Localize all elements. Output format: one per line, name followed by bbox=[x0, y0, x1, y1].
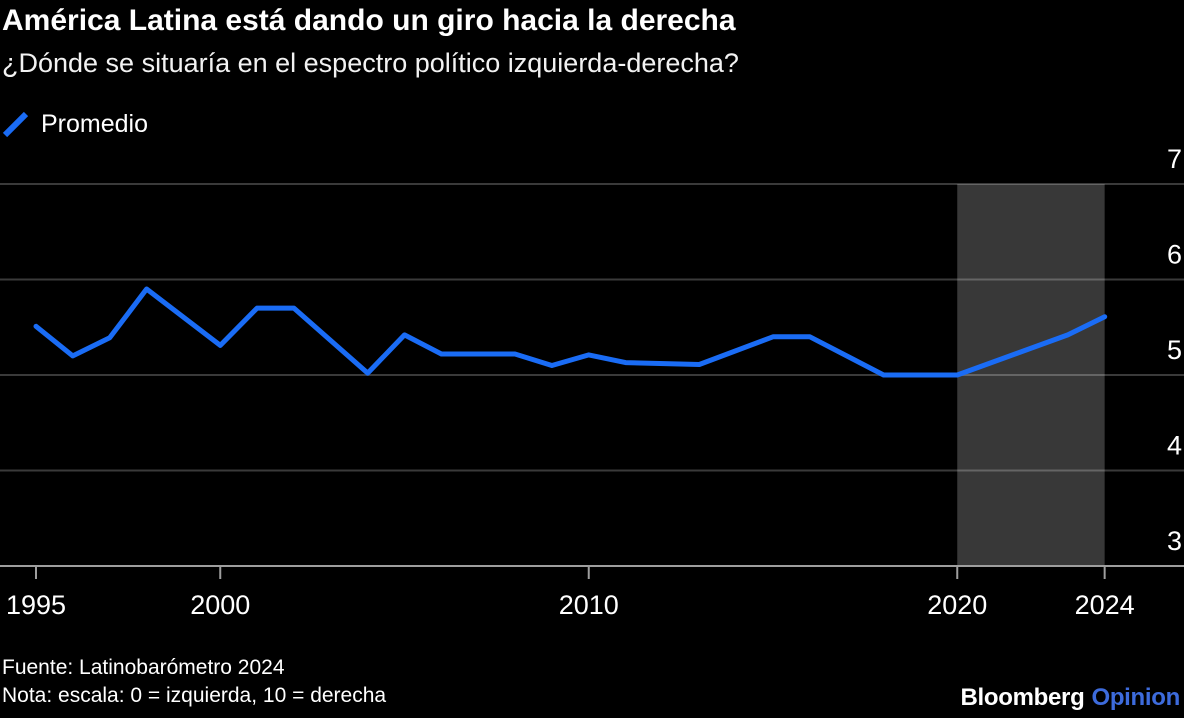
line-series-marker-icon bbox=[2, 111, 29, 138]
y-tick-label-6: 6 bbox=[1167, 240, 1182, 270]
series-line-promedio bbox=[33, 286, 1108, 378]
x-tick-label-2024: 2024 bbox=[1075, 590, 1135, 620]
chart-title: América Latina está dando un giro hacia … bbox=[2, 4, 736, 37]
highlight-band-2020-2024 bbox=[957, 184, 1105, 566]
logo-opinion-text: Opinion bbox=[1091, 684, 1180, 711]
legend: Promedio bbox=[2, 110, 148, 139]
chart-header: América Latina está dando un giro hacia … bbox=[2, 4, 1182, 79]
y-tick-label-5: 5 bbox=[1167, 335, 1182, 365]
bloomberg-opinion-logo: Bloomberg Opinion bbox=[960, 684, 1180, 712]
y-tick-label-3: 3 bbox=[1167, 526, 1182, 556]
x-tick-label-1995: 1995 bbox=[6, 590, 66, 620]
legend-label: Promedio bbox=[41, 110, 148, 138]
y-tick-label-7: 7 bbox=[1167, 144, 1182, 174]
source-note: Fuente: Latinobarómetro 2024 bbox=[2, 656, 285, 679]
chart-subtitle: ¿Dónde se situaría en el espectro políti… bbox=[2, 47, 739, 78]
y-tick-label-4: 4 bbox=[1167, 431, 1182, 461]
x-tick-label-2010: 2010 bbox=[559, 590, 619, 620]
scale-note: Nota: escala: 0 = izquierda, 10 = derech… bbox=[2, 683, 387, 707]
chart-footnotes: Fuente: Latinobarómetro 2024 Nota: escal… bbox=[2, 654, 386, 709]
logo-bloomberg-text: Bloomberg bbox=[960, 684, 1085, 711]
x-tick-label-2020: 2020 bbox=[927, 590, 987, 620]
x-tick-label-2000: 2000 bbox=[190, 590, 250, 620]
